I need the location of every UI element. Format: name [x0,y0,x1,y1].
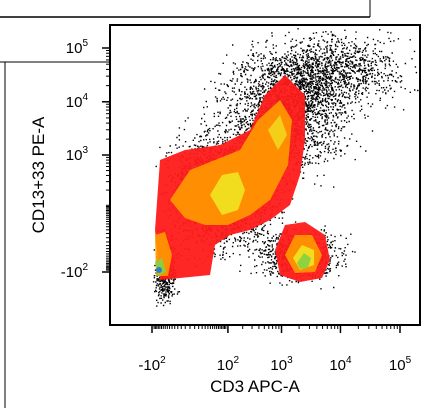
x-tick-base: 10 [329,357,346,374]
y-axis-ticks [102,47,110,273]
y-tick-label: 103 [66,145,89,164]
y-axis-title: CD13+33 PE-A [29,116,48,233]
y-tick-exponent: 4 [82,92,88,103]
density-peak-green [297,253,311,269]
x-tick-label: 104 [329,355,352,374]
y-tick-label: 105 [66,38,89,57]
y-tick-label: 104 [66,92,89,111]
x-tick-exponent: 2 [160,355,166,366]
x-tick-label: 103 [270,355,293,374]
y-tick-exponent: 3 [82,145,88,156]
density-layer [152,28,419,307]
x-tick-base: 10 [217,357,234,374]
x-tick-base: 10 [270,357,287,374]
y-tick-exponent: 2 [82,262,88,273]
density-region-mid [170,100,292,225]
x-tick-base: -10 [138,357,160,374]
x-tick-exponent: 3 [287,355,293,366]
y-tick-base: 10 [66,40,83,57]
x-tick-exponent: 4 [346,355,352,366]
density-peak-blue [156,267,162,273]
x-axis-title: CD3 APC-A [210,377,300,396]
y-tick-base: -10 [61,264,83,281]
x-tick-base: 10 [389,357,406,374]
x-tick-label: 105 [389,355,412,374]
x-tick-exponent: 2 [233,355,239,366]
y-tick-base: 10 [66,94,83,111]
x-tick-label: -102 [138,355,166,374]
density-region-high-top [268,115,287,150]
x-tick-label: 102 [217,355,240,374]
y-tick-label: -102 [61,262,89,281]
x-tick-exponent: 5 [406,355,412,366]
x-axis-ticks [151,325,401,333]
y-tick-exponent: 5 [82,38,88,49]
y-tick-base: 10 [66,147,83,164]
x-axis-tick-labels: -102 102 103 104 105 [138,355,411,374]
density-region-high [210,172,245,215]
